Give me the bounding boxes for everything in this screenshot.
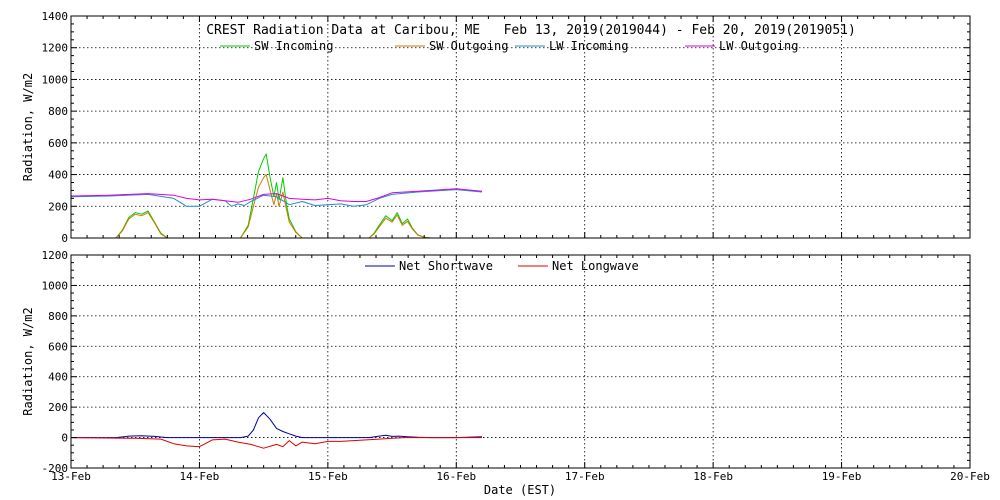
y-tick-label: 200 — [48, 200, 68, 213]
y-tick-label: 1400 — [42, 10, 69, 23]
top-gridlines — [71, 16, 970, 238]
bottom-gridlines — [71, 255, 970, 468]
chart-title: CREST Radiation Data at Caribou, ME Feb … — [206, 23, 856, 38]
legend-label-net-shortwave: Net Shortwave — [399, 259, 493, 273]
y-tick-label: 400 — [48, 371, 68, 384]
legend-label-sw-outgoing: SW Outgoing — [429, 39, 508, 53]
bottom-series-group — [70, 412, 483, 449]
y-tick-label: 1200 — [42, 249, 69, 262]
legend-label-sw-incoming: SW Incoming — [254, 39, 333, 53]
y-tick-label: 600 — [48, 340, 68, 353]
bottom-axis-ticks: -200 0 200 400 600 800 1000 1200 13-Feb 14-Feb 15-… — [42, 249, 990, 483]
x-tick-label: 14-Feb — [180, 470, 220, 483]
series-line-lw-incoming — [70, 189, 483, 207]
y-tick-label: 200 — [48, 401, 68, 414]
x-tick-label: 15-Feb — [308, 470, 348, 483]
series-line-sw-outgoing — [115, 174, 431, 239]
legend-label-lw-outgoing: LW Outgoing — [719, 39, 798, 53]
series-line-lw-outgoing — [70, 188, 483, 203]
x-axis-label: Date (EST) — [484, 483, 556, 497]
series-line-net-longwave — [70, 437, 482, 449]
bottom-y-axis-label: Radiation, W/m2 — [21, 307, 35, 415]
legend-label-lw-incoming: LW Incoming — [549, 39, 628, 53]
x-tick-label: 13-Feb — [51, 470, 91, 483]
y-tick-label: 400 — [48, 169, 68, 182]
top-series-group — [70, 153, 483, 239]
top-axis-ticks: 0 200 400 600 800 1000 1200 1400 — [42, 10, 971, 245]
x-tick-label: 20-Feb — [950, 470, 990, 483]
legend-label-net-longwave: Net Longwave — [552, 259, 639, 273]
top-plot-frame — [70, 15, 971, 239]
y-tick-label: 0 — [61, 232, 68, 245]
y-tick-label: 800 — [48, 310, 68, 323]
y-tick-label: 600 — [48, 137, 68, 150]
x-tick-label: 18-Feb — [693, 470, 733, 483]
top-legend: SW Incoming SW Outgoing LW Incoming LW Outg… — [220, 39, 798, 53]
bottom-plot-frame — [70, 254, 971, 469]
x-tick-label: 16-Feb — [436, 470, 476, 483]
y-tick-label: 1200 — [42, 42, 69, 55]
y-tick-label: 1000 — [42, 279, 69, 292]
top-y-axis-label: Radiation, W/m2 — [21, 73, 35, 181]
bottom-legend: Net Shortwave Net Longwave — [365, 259, 639, 273]
x-tick-label: 17-Feb — [565, 470, 605, 483]
y-tick-label: 800 — [48, 105, 68, 118]
y-tick-label: 1000 — [42, 73, 69, 86]
y-tick-label: -200 — [42, 462, 69, 475]
y-tick-label: 0 — [61, 432, 68, 445]
x-tick-label: 19-Feb — [822, 470, 862, 483]
series-line-net-shortwave — [71, 412, 483, 439]
